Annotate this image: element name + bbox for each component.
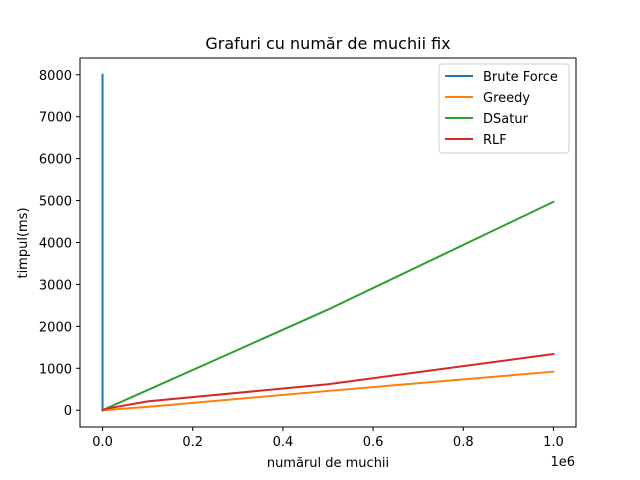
y-tick-label: 2000 (39, 320, 72, 335)
y-tick-label: 7000 (39, 111, 72, 126)
y-tick-label: 0 (64, 404, 72, 419)
legend: Brute Force Greedy DSatur RLF (438, 63, 570, 154)
x-axis-title: numărul de muchii (267, 456, 389, 471)
series-line-rlf (101, 352, 555, 412)
plot-area (79, 57, 577, 428)
y-tick-label: 6000 (39, 153, 72, 168)
y-axis-title: timpul(ms) (16, 207, 31, 278)
legend-label-brute-force: Brute Force (483, 70, 558, 85)
x-tick-label: 0.8 (453, 435, 474, 450)
x-tick-label: 1.0 (543, 435, 564, 450)
x-axis: 0.0 0.2 0.4 0.6 0.8 1.0 (92, 427, 564, 450)
y-tick-label: 8000 (39, 69, 72, 84)
x-tick-label: 0.2 (182, 435, 203, 450)
x-tick-label: 0.6 (363, 435, 384, 450)
y-tick-label: 3000 (39, 278, 72, 293)
x-axis-offset-label: 1e6 (550, 455, 575, 470)
legend-label-dsatur: DSatur (483, 112, 529, 127)
y-tick-label: 1000 (39, 362, 72, 377)
legend-label-rlf: RLF (483, 133, 507, 148)
y-axis: 0 1000 2000 3000 4000 5000 6000 7000 8000 (39, 69, 80, 419)
legend-box (438, 63, 570, 154)
x-tick-label: 0.4 (273, 435, 294, 450)
y-tick-label: 5000 (39, 195, 72, 210)
chart-title: Grafuri cu număr de muchii fix (205, 34, 450, 53)
legend-label-greedy: Greedy (483, 91, 530, 106)
x-tick-label: 0.0 (92, 435, 113, 450)
y-tick-label: 4000 (39, 237, 72, 252)
